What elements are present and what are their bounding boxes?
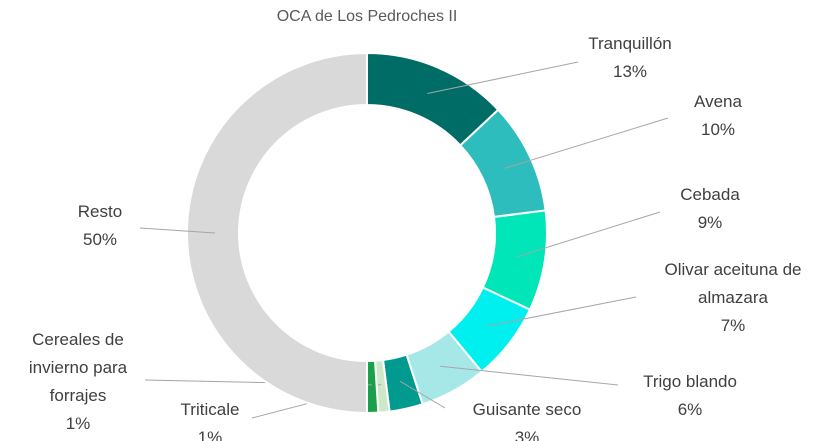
category-label: Cebada [680,185,740,204]
leader-line [139,227,216,234]
slice-label: Avena 10% [673,88,763,144]
value-label: 7% [720,316,746,335]
leader-line [516,211,661,258]
leader-line [399,380,446,409]
slice-label: Cebada 9% [665,181,755,237]
slice-label: Triticale 1% [160,396,260,441]
chart-title: OCA de Los Pedroches II [276,8,458,25]
leader-line [427,61,579,94]
value-label: 50% [82,230,118,249]
category-label: Tranquillón [588,34,672,53]
category-label: Cereales de invierno para forrajes [28,330,128,405]
slice-label: Olivar aceituna de almazara 7% [633,256,828,340]
category-label: Resto [77,202,123,221]
slice-label: Tranquillón 13% [565,30,695,86]
category-label: Trigo blando [643,372,737,391]
category-label: Guisante seco [472,400,582,419]
value-label: 9% [697,213,723,232]
value-label: 3% [514,428,540,441]
value-label: 1% [197,428,223,441]
category-label: Olivar aceituna de almazara [664,260,802,307]
slice-label: Resto 50% [55,198,145,254]
value-label: 13% [612,62,648,81]
value-label: 1% [65,414,91,433]
value-label: 6% [677,400,703,419]
leader-line [504,117,669,169]
category-label: Avena [694,92,742,111]
leader-line [487,296,637,327]
slice-label: Guisante seco 3% [452,396,602,441]
slice-label: Trigo blando 6% [620,368,760,424]
donut-slice [186,51,368,415]
value-label: 10% [700,120,736,139]
slice-label: Cereales de invierno para forrajes 1% [16,326,141,438]
leader-line [440,365,619,386]
category-label: Triticale [180,400,240,419]
